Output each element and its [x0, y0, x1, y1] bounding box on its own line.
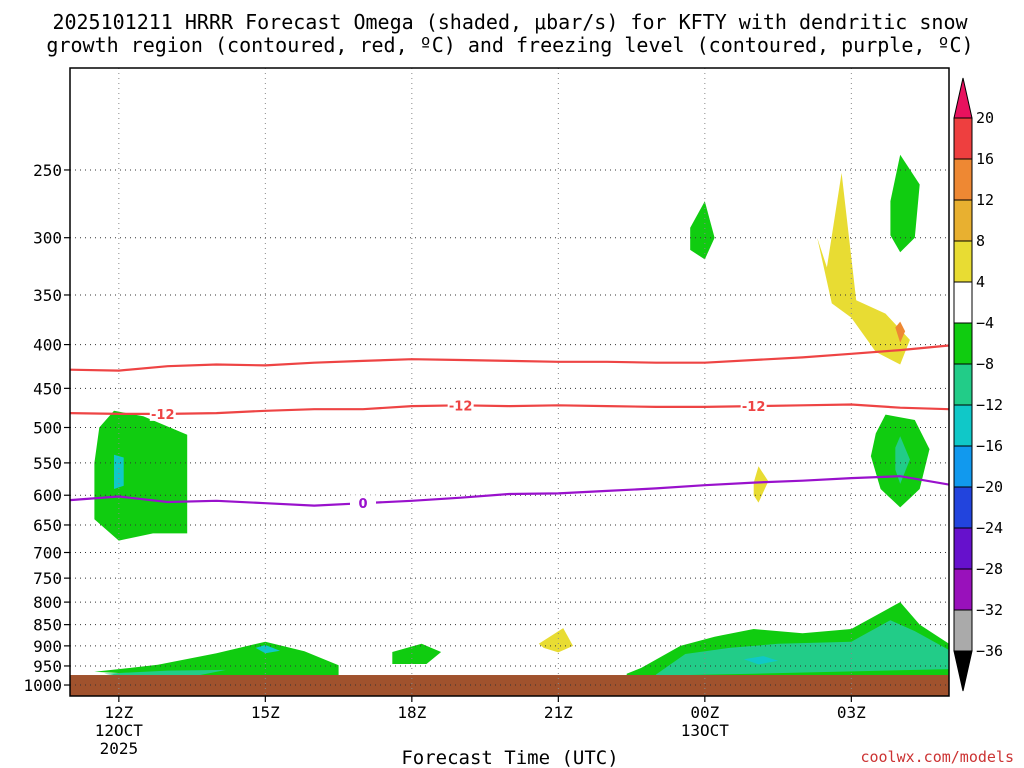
ytick-label-550: 550: [33, 454, 62, 473]
contour-label-bg-dgz_bottom-0: [149, 405, 176, 421]
ytick-label-350: 350: [33, 286, 62, 305]
colorbar-label-0: 20: [976, 109, 994, 127]
colorbar-segment-8: [953, 445, 973, 488]
colorbar-label-3: 8: [976, 232, 985, 250]
omega-region-5: [895, 321, 906, 343]
ytick-label-700: 700: [33, 544, 62, 563]
colorbar-label-11: −28: [976, 560, 1003, 578]
omega-region-7: [895, 436, 910, 484]
omega-region-15: [743, 656, 779, 665]
omega-region-2: [690, 201, 715, 260]
colorbar-segment-7: [953, 404, 973, 447]
contour-dgz_top: [70, 344, 949, 372]
colorbar-segment-3: [953, 240, 973, 283]
colorbar-label-9: −20: [976, 478, 1003, 496]
omega-region-1: [114, 454, 124, 489]
colorbar-segment-12: [953, 609, 973, 652]
omega-region-16: [255, 645, 280, 654]
colorbar-segment-2: [953, 199, 973, 242]
omega-region-11: [104, 669, 227, 676]
xtick-label-21Z: 21Z: [544, 703, 573, 722]
contour-label-bg-dgz_bottom-1: [447, 397, 474, 413]
contour-label-bg-freezing_level-0: [350, 495, 376, 511]
xtick-label-18Z: 18Z: [397, 703, 426, 722]
omega-region-9: [538, 628, 573, 653]
pressure-axis: 250 300 350 400 450 500 550 600 650 700 750 800 850 9…: [23, 161, 70, 695]
xtick-label-15Z: 15Z: [251, 703, 280, 722]
omega-region-12: [392, 643, 442, 664]
omega-region-14: [656, 620, 949, 676]
omega-shading: [94, 154, 949, 676]
contour-label-freezing_level-0: 0: [358, 497, 367, 512]
contour-label-bg-dgz_bottom-2: [740, 398, 767, 414]
chart-title-line-2: growth region (contoured, red, ºC) and f…: [46, 33, 973, 57]
contour-label-dgz_bottom-1: -12: [449, 399, 473, 414]
colorbar-label-12: −32: [976, 601, 1003, 619]
xtick-label-03Z: 03Z: [837, 703, 866, 722]
credit-text: coolwx.com/models: [860, 748, 1014, 766]
colorbar-label-4: 4: [976, 273, 985, 291]
xtick-date-00Z: 13OCT: [681, 721, 730, 740]
ytick-label-400: 400: [33, 336, 62, 355]
colorbar-label-5: −4: [976, 314, 994, 332]
colorbar-segment-0: [953, 117, 973, 160]
omega-region-3: [890, 154, 920, 253]
colorbar-segment-5: [953, 322, 973, 365]
colorbar-top-arrow: [953, 77, 973, 119]
xtick-label-00Z: 00Z: [690, 703, 719, 722]
colorbar-label-1: 16: [976, 150, 994, 168]
xtick-label-12Z: 12Z: [104, 703, 133, 722]
colorbar-label-7: −12: [976, 396, 1003, 414]
ytick-label-800: 800: [33, 593, 62, 612]
x-axis-label: Forecast Time (UTC): [401, 747, 618, 768]
contour-label-dgz_bottom-0: -12: [151, 408, 175, 423]
ytick-label-450: 450: [33, 379, 62, 398]
contour-dgz_bottom: [70, 403, 949, 415]
colorbar-segment-6: [953, 363, 973, 406]
xtick-date-12Z: 12OCT: [95, 721, 144, 740]
colorbar: 20 16 12 8 4 −4 −8 −12 −16 −20 −24 −28 −32 −36: [953, 77, 1003, 692]
colorbar-segment-10: [953, 527, 973, 570]
ytick-label-300: 300: [33, 229, 62, 248]
ytick-label-1000: 1000: [23, 676, 62, 695]
contours: [70, 344, 949, 507]
omega-region-8: [753, 466, 769, 503]
contour-label-dgz_bottom-2: -12: [742, 400, 766, 415]
colorbar-label-13: −36: [976, 642, 1003, 660]
omega-region-4: [817, 172, 910, 365]
ytick-label-950: 950: [33, 657, 62, 676]
colorbar-label-6: −8: [976, 355, 994, 373]
plot-frame: [69, 67, 950, 697]
ground-below-surface: [70, 675, 949, 696]
colorbar-label-10: −24: [976, 519, 1003, 537]
colorbar-segment-11: [953, 568, 973, 611]
colorbar-label-2: 12: [976, 191, 994, 209]
ytick-label-850: 850: [33, 616, 62, 635]
grid-lines: [70, 68, 949, 696]
ytick-label-250: 250: [33, 161, 62, 180]
colorbar-bottom-arrow: [953, 650, 973, 692]
contour-labels: -12 -12 -12 0: [149, 397, 767, 512]
colorbar-segment-4: [953, 281, 973, 324]
ytick-label-750: 750: [33, 569, 62, 588]
chart-title-line-1: 2025101211 HRRR Forecast Omega (shaded, …: [52, 10, 968, 34]
xtick-year-12Z: 2025: [100, 739, 139, 758]
colorbar-label-8: −16: [976, 437, 1003, 455]
colorbar-segment-1: [953, 158, 973, 201]
ytick-label-900: 900: [33, 637, 62, 656]
colorbar-segment-9: [953, 486, 973, 529]
contour-freezing_level: [70, 475, 949, 507]
ytick-label-600: 600: [33, 486, 62, 505]
ytick-label-500: 500: [33, 418, 62, 437]
ground-fill: [70, 675, 949, 696]
ytick-label-650: 650: [33, 516, 62, 535]
omega-region-0: [94, 410, 188, 541]
